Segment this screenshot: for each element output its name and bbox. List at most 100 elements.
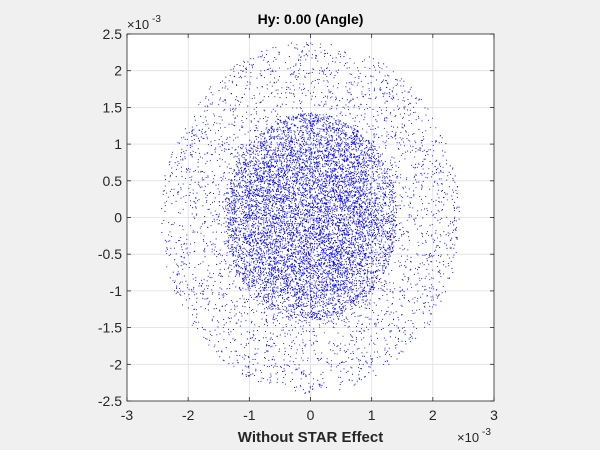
scatter-point bbox=[333, 195, 336, 197]
scatter-point bbox=[323, 181, 325, 183]
scatter-point bbox=[310, 194, 312, 196]
scatter-point bbox=[308, 267, 310, 269]
scatter-point bbox=[290, 276, 292, 278]
scatter-point bbox=[273, 227, 276, 229]
scatter-point bbox=[341, 191, 343, 193]
scatter-point bbox=[330, 252, 332, 254]
scatter-point bbox=[336, 254, 338, 256]
scatter-point bbox=[285, 179, 287, 181]
scatter-point bbox=[272, 218, 275, 220]
scatter-point bbox=[321, 201, 324, 203]
scatter-point bbox=[306, 216, 308, 218]
scatter-point bbox=[321, 178, 323, 180]
scatter-point bbox=[363, 196, 366, 198]
scatter-point bbox=[363, 226, 365, 228]
scatter-point bbox=[318, 184, 320, 186]
scatter-point bbox=[322, 166, 324, 168]
scatter-point bbox=[285, 205, 287, 207]
scatter-point bbox=[276, 236, 278, 238]
scatter-point bbox=[290, 229, 292, 232]
scatter-point bbox=[287, 259, 289, 261]
scatter-point bbox=[324, 280, 326, 282]
scatter-point bbox=[258, 252, 260, 254]
scatter-point bbox=[339, 244, 341, 246]
scatter-point bbox=[252, 204, 254, 206]
scatter-point bbox=[319, 163, 321, 165]
scatter-point bbox=[320, 266, 322, 268]
scatter-point bbox=[280, 250, 282, 252]
scatter-point bbox=[319, 200, 321, 202]
scatter-point bbox=[255, 222, 257, 224]
plot-axes[interactable]: -3 -2 -1 0 1 2 32.521.510.50-0.5-1-1.5-2-2.5 bbox=[98, 26, 498, 423]
scatter-point bbox=[321, 220, 323, 222]
scatter-point bbox=[329, 176, 331, 178]
scatter-point bbox=[363, 210, 365, 212]
scatter-point bbox=[245, 238, 247, 240]
scatter-point bbox=[346, 267, 348, 269]
scatter-point bbox=[351, 165, 353, 167]
scatter-point bbox=[309, 294, 312, 296]
scatter-point bbox=[276, 190, 278, 192]
scatter-point bbox=[301, 205, 303, 207]
scatter-point bbox=[249, 200, 251, 202]
scatter-point bbox=[267, 228, 269, 230]
scatter-point bbox=[340, 153, 342, 155]
scatter-point bbox=[307, 289, 309, 291]
scatter-point bbox=[281, 255, 283, 257]
scatter-point bbox=[277, 155, 279, 157]
scatter-point bbox=[309, 235, 311, 237]
scatter-point bbox=[270, 244, 272, 246]
scatter-point bbox=[322, 146, 324, 148]
scatter-point bbox=[282, 259, 284, 261]
scatter-point bbox=[298, 234, 300, 236]
scatter-point bbox=[324, 182, 326, 184]
scatter-point bbox=[329, 205, 331, 207]
scatter-point bbox=[313, 228, 315, 230]
scatter-point bbox=[299, 257, 301, 259]
scatter-point bbox=[308, 228, 310, 230]
scatter-point bbox=[352, 262, 354, 264]
scatter-point bbox=[272, 208, 274, 210]
scatter-point bbox=[364, 211, 366, 213]
scatter-point bbox=[299, 136, 301, 138]
scatter-point bbox=[279, 167, 281, 169]
scatter-point bbox=[323, 225, 325, 227]
scatter-point bbox=[293, 169, 295, 171]
scatter-point bbox=[330, 220, 332, 222]
scatter-point bbox=[287, 290, 289, 292]
scatter-point bbox=[270, 282, 272, 284]
scatter-point bbox=[284, 247, 286, 249]
scatter-point bbox=[316, 291, 318, 293]
scatter-point bbox=[327, 195, 329, 197]
scatter-point bbox=[349, 207, 351, 209]
scatter-point bbox=[345, 234, 347, 236]
scatter-point bbox=[306, 167, 308, 169]
scatter-point bbox=[332, 184, 334, 186]
scatter-point bbox=[294, 169, 296, 171]
scatter-point bbox=[280, 257, 282, 259]
scatter-point bbox=[290, 198, 292, 200]
scatter-point bbox=[324, 185, 326, 187]
scatter-point bbox=[346, 205, 348, 208]
scatter-point bbox=[287, 249, 289, 251]
scatter-point bbox=[267, 272, 269, 274]
scatter-point bbox=[300, 177, 302, 179]
scatter-point bbox=[373, 234, 376, 237]
scatter-point bbox=[327, 214, 329, 216]
scatter-point bbox=[321, 228, 324, 230]
scatter-point bbox=[326, 147, 328, 149]
scatter-point bbox=[317, 166, 319, 168]
scatter-point bbox=[346, 223, 348, 226]
scatter-point bbox=[296, 289, 299, 291]
scatter-point bbox=[342, 280, 344, 283]
scatter-point bbox=[320, 262, 322, 264]
scatter-point bbox=[310, 225, 312, 227]
scatter-point bbox=[318, 172, 320, 174]
scatter-point bbox=[362, 222, 364, 224]
scatter-point bbox=[255, 241, 257, 243]
scatter-point bbox=[345, 176, 347, 178]
scatter-point bbox=[305, 219, 308, 221]
scatter-point bbox=[337, 251, 339, 253]
scatter-point bbox=[281, 142, 283, 144]
scatter-point bbox=[292, 254, 294, 256]
